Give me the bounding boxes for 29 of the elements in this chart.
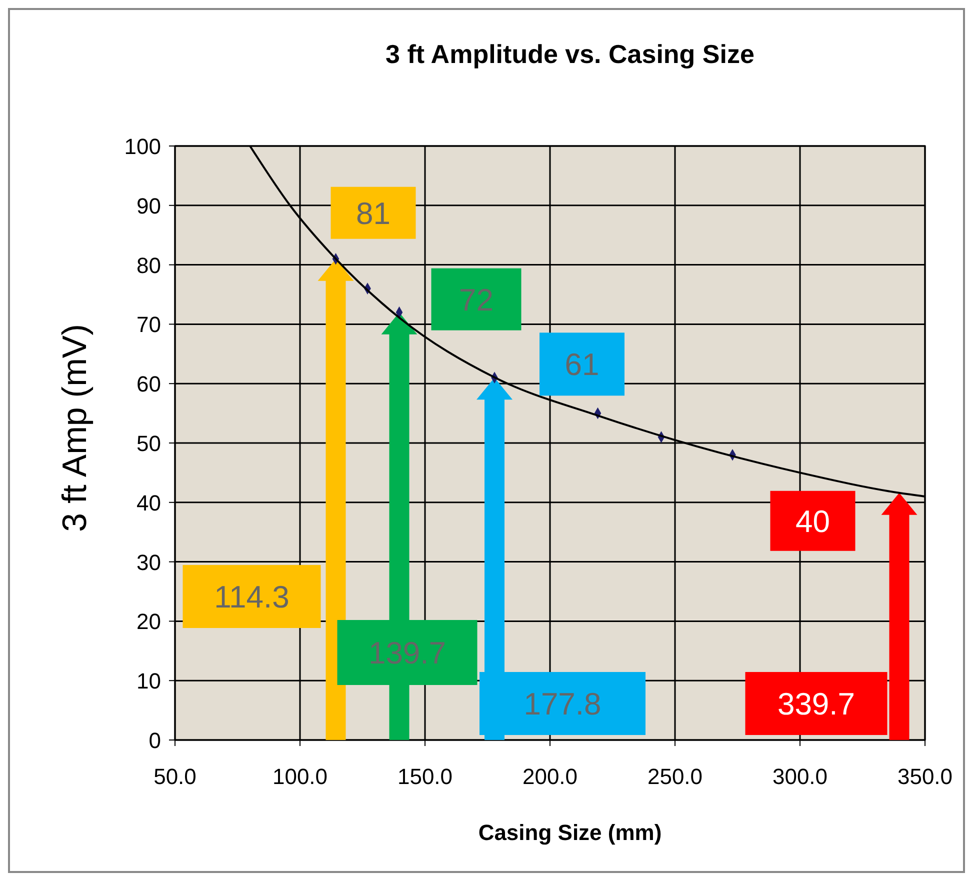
annotation: 40 [796,504,830,539]
annotation: 81 [356,196,390,231]
annotation: 177.8 [524,686,602,722]
x-axis-title: Casing Size (mm) [478,820,662,845]
x-tick-label: 50.0 [154,764,196,789]
x-tick-label: 150.0 [397,764,453,789]
annotation: 339.7 [777,686,856,722]
y-tick-label: 40 [136,490,161,516]
chart-title: 3 ft Amplitude vs. Casing Size [386,39,754,69]
x-tick-label: 350.0 [897,764,953,789]
y-axis-title: 3 ft Amp (mV) [56,324,94,532]
annotation: 114.3 [214,580,290,614]
annotation: 72 [459,282,494,318]
y-tick-label: 70 [136,312,161,338]
y-tick-label: 30 [136,550,161,575]
x-tick-label: 300.0 [772,764,828,789]
y-tick-label: 60 [136,372,161,397]
y-tick-label: 90 [136,193,161,218]
y-tick-label: 100 [124,134,161,159]
y-tick-label: 0 [148,728,161,753]
x-tick-label: 100.0 [272,764,328,789]
y-tick-label: 20 [136,609,161,634]
y-tick-label: 10 [136,668,161,694]
x-tick-label: 250.0 [647,764,703,789]
y-tick-label: 50 [136,431,161,456]
annotation: 139.7 [368,636,446,670]
annotation: 61 [564,347,600,382]
x-tick-label: 200.0 [522,764,578,789]
y-tick-label: 80 [136,252,161,278]
